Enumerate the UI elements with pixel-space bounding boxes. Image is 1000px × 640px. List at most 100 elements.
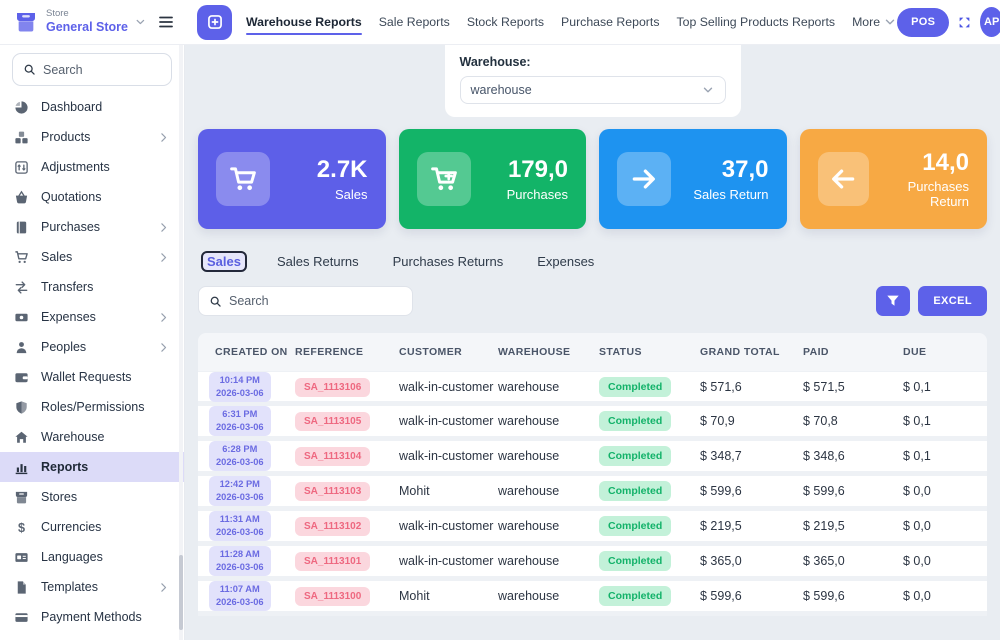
status-cell: Completed [599,446,700,467]
sidebar-item-currencies[interactable]: $ Currencies [0,512,184,542]
nav-link-top-selling-products-reports[interactable]: Top Selling Products Reports [676,15,836,29]
paid-cell: $ 599,6 [803,484,845,499]
filter-button[interactable] [876,286,911,316]
sidebar-item-wallet-requests[interactable]: Wallet Requests [0,362,184,392]
stat-label: Sales Return [693,186,769,202]
warehouse-cell: warehouse [498,380,560,395]
due-cell: $ 0,0 [903,519,931,534]
sidebar-search-input[interactable] [43,62,161,77]
sidebar-item-products[interactable]: Products [0,122,184,152]
tab-sales-returns[interactable]: Sales Returns [276,254,359,269]
sidebar-item-adjustments[interactable]: Adjustments [0,152,184,182]
sidebar-search[interactable] [12,53,172,86]
created-on-cell: 11:07 AM 2026-03-06 [209,581,295,612]
nav-link-purchase-reports[interactable]: Purchase Reports [561,15,660,29]
sidebar-scrollbar-thumb[interactable] [179,555,183,630]
sales-icon [14,250,29,265]
status-cell: Completed [599,586,700,607]
sidebar-item-reports[interactable]: Reports [0,452,184,482]
reference-badge[interactable]: SA_1113103 [295,482,371,502]
avatar[interactable]: AP [980,7,1000,37]
table-row[interactable]: 10:14 PM 2026-03-06 SA_1113106 walk-in-cust… [198,371,987,406]
paid-cell: $ 219,5 [803,519,845,534]
status-badge: Completed [599,481,672,502]
paid-cell: $ 365,0 [803,554,845,569]
sidebar-item-roles-permissions[interactable]: Roles/Permissions [0,392,184,422]
sidebar-item-payment-methods[interactable]: Payment Methods [0,602,184,632]
customer-cell: Mohit [399,589,430,604]
chevron-right-icon [157,581,170,594]
fullscreen-icon[interactable] [958,14,971,31]
reference-badge[interactable]: SA_1113100 [295,587,371,607]
sidebar-item-templates[interactable]: Templates [0,572,184,602]
column-header-status: STATUS [599,346,642,358]
warehouse-cell: warehouse [498,589,560,604]
store-name: General Store [46,20,128,35]
sidebar-item-dashboard[interactable]: Dashboard [0,92,184,122]
warehouse-select[interactable]: warehouse [459,76,726,104]
table-search-input[interactable] [229,294,402,308]
nav-more[interactable]: More [852,15,897,29]
stat-label: Purchases [506,186,568,202]
excel-export-button[interactable]: EXCEL [918,286,987,316]
sidebar-item-label: Dashboard [41,100,103,114]
expenses-icon [14,310,29,325]
nav-link-stock-reports[interactable]: Stock Reports [466,15,545,29]
reference-badge[interactable]: SA_1113104 [295,447,371,467]
table-search[interactable] [198,286,413,316]
sidebar-item-label: Templates [41,580,98,594]
sidebar-item-label: Roles/Permissions [41,400,145,414]
reference-badge[interactable]: SA_1113106 [295,378,371,398]
grand-total-cell: $ 348,7 [700,449,742,464]
pos-button[interactable]: POS [897,7,950,37]
table-row[interactable]: 11:31 AM 2026-03-06 SA_1113102 walk-in-cust… [198,511,987,546]
column-header-due: DUE [903,346,927,358]
sidebar-item-label: Sales [41,250,73,264]
sidebar-item-label: Transfers [41,280,94,294]
sidebar-item-label: Wallet Requests [41,370,132,384]
customer-cell: walk-in-customer [399,380,494,395]
table-row[interactable]: 6:31 PM 2026-03-06 SA_1113105 walk-in-custo… [198,406,987,441]
status-cell: Completed [599,551,700,572]
sidebar-item-languages[interactable]: Languages [0,542,184,572]
table-row[interactable]: 6:28 PM 2026-03-06 SA_1113104 walk-in-custo… [198,441,987,476]
tab-purchases-returns[interactable]: Purchases Returns [392,254,504,269]
sidebar-item-purchases[interactable]: Purchases [0,212,184,242]
due-cell: $ 0,1 [903,380,931,395]
chevron-down-icon [134,15,147,29]
status-badge: Completed [599,551,672,572]
purchases-icon [14,220,29,235]
reference-badge[interactable]: SA_1113102 [295,517,371,537]
table-row[interactable]: 11:07 AM 2026-03-06 SA_1113100 Mohit warehou… [198,581,987,616]
table-body: 10:14 PM 2026-03-06 SA_1113106 walk-in-cust… [198,371,987,616]
status-cell: Completed [599,516,700,537]
sidebar-item-transfers[interactable]: Transfers [0,272,184,302]
sidebar-item-quotations[interactable]: Quotations [0,182,184,212]
sidebar-item-peoples[interactable]: Peoples [0,332,184,362]
nav-link-warehouse-reports[interactable]: Warehouse Reports [246,11,362,35]
reference-badge[interactable]: SA_1113101 [295,552,371,572]
grand-total-cell: $ 599,6 [700,484,742,499]
sidebar-item-warehouse[interactable]: Warehouse [0,422,184,452]
date-badge: 11:31 AM 2026-03-06 [209,511,271,542]
tab-expenses[interactable]: Expenses [537,254,595,269]
paid-cell: $ 599,6 [803,589,845,604]
hamburger-menu-button[interactable] [157,13,175,31]
due-cell: $ 0,0 [903,589,931,604]
sidebar-item-label: Expenses [41,310,96,324]
nav-link-sale-reports[interactable]: Sale Reports [378,15,450,29]
tab-sales[interactable]: Sales [201,251,247,272]
quick-add-button[interactable] [197,4,232,40]
store-switcher[interactable]: Store General Store [0,8,185,35]
customer-cell: Mohit [399,484,430,499]
table-row[interactable]: 12:42 PM 2026-03-06 SA_1113103 Mohit warehou… [198,476,987,511]
chevron-right-icon [157,341,170,354]
table-row[interactable]: 11:28 AM 2026-03-06 SA_1113101 walk-in-cust… [198,546,987,581]
reference-badge[interactable]: SA_1113105 [295,412,371,432]
sidebar-item-stores[interactable]: Stores [0,482,184,512]
sidebar-item-expenses[interactable]: Expenses [0,302,184,332]
stat-icon-tile [416,152,471,206]
sidebar-item-sales[interactable]: Sales [0,242,184,272]
sidebar-item-field-configuration[interactable]: Field Configuration [0,632,184,640]
customer-cell: walk-in-customer [399,519,494,534]
